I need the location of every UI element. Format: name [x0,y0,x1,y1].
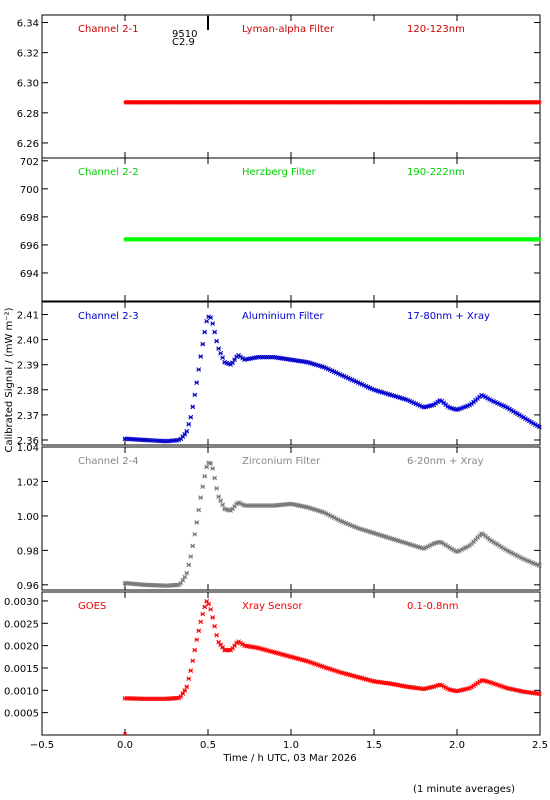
y-tick-label: 6.26 [17,139,39,150]
filter-label: Aluminium Filter [242,311,325,322]
panel-frame [41,301,541,446]
flare-region-label: 9510 [172,29,197,40]
flare-marker: 9510 C2.9 [172,16,209,48]
x-tick-label: 2.5 [532,740,548,751]
y-tick-label: 0.0020 [4,642,39,653]
footnote: (1 minute averages) [413,784,515,795]
x-tick-label: 2.0 [449,740,465,751]
y-tick-label: 0.98 [17,546,39,557]
x-tick-label: 1.5 [366,740,382,751]
y-tick-label: 2.36 [17,436,39,447]
y-tick-label: 1.00 [17,512,39,523]
panel-frame [41,14,541,159]
flare-class-label: C2.9 [172,37,195,48]
channel-label: GOES [78,601,106,612]
x-tick-label: 1.0 [283,740,299,751]
wavelength-label: 6-20nm + Xray [407,456,484,467]
y-tick-label: 6.30 [17,79,39,90]
panel-0: 6.26 6.28 6.30 6.32 6.34 Channel 2-1 Lyman-alp… [17,14,542,159]
filter-label: Zirconium Filter [242,456,321,467]
y-tick-label: 2.39 [17,361,39,372]
panel-4: 0.0005 0.0010 0.0015 0.0020 0.0025 0.0030 GOES… [4,591,542,736]
wavelength-label: 0.1-0.8nm [407,601,459,612]
x-axis-label: Time / h UTC, 03 Mar 2026 [222,753,356,764]
y-tick-label: 698 [20,213,39,224]
series-0 [123,237,542,242]
y-tick-label: 0.96 [17,581,39,592]
wavelength-label: 120-123nm [407,24,465,35]
channel-label: Channel 2-4 [78,456,139,467]
y-tick-label: 0.0030 [4,597,39,608]
y-tick-label: 0.0015 [4,664,39,675]
y-tick-label: 0.0025 [4,619,39,630]
channel-label: Channel 2-1 [78,24,139,35]
series-0 [122,599,542,702]
y-tick-label: 6.32 [17,49,39,60]
series-0 [122,314,542,444]
x-tick-label: 0.0 [117,740,133,751]
x-tick-label: −0.5 [30,740,54,751]
panel-frame [41,157,541,302]
y-axis-label: Calibrated Signal / (mW m⁻²) [4,307,15,452]
x-tick-label: 0.5 [200,740,216,751]
wavelength-label: 17-80nm + Xray [407,311,490,322]
panel-frame [41,591,541,736]
y-tick-label: 700 [20,185,39,196]
y-tick-label: 1.04 [17,443,39,454]
y-tick-label: 0.0010 [4,686,39,697]
y-tick-label: 6.34 [17,19,39,30]
y-tick-label: 2.38 [17,386,39,397]
x-axis: −0.5 0.0 0.5 1.0 1.5 2.0 2.5 [30,732,548,751]
series-0 [123,100,542,105]
y-tick-label: 2.41 [17,311,39,322]
channel-label: Channel 2-2 [78,167,139,178]
panel-frame [41,446,541,591]
panel-2: 2.36 2.37 2.38 2.39 2.40 2.41 Channel 2-3 Alumi… [17,301,542,447]
wavelength-label: 190-222nm [407,167,465,178]
y-tick-label: 694 [20,269,39,280]
y-tick-label: 1.02 [17,477,39,488]
y-tick-label: 2.40 [17,336,39,347]
series-0 [122,460,542,589]
filter-label: Herzberg Filter [242,167,317,178]
panel-3: 0.96 0.98 1.00 1.02 1.04 Channel 2-4 Zirconium… [17,443,542,592]
panel-1: 694 696 698 700 702 Channel 2-2 Herzberg Filte… [20,157,542,302]
panels: 6.26 6.28 6.30 6.32 6.34 Channel 2-1 Lyman-alp… [4,14,548,751]
y-tick-label: 0.0005 [4,709,39,720]
channel-label: Channel 2-3 [78,311,139,322]
goes-origin-point [123,732,127,735]
y-tick-label: 696 [20,241,39,252]
filter-label: Xray Sensor [242,601,303,612]
y-tick-label: 702 [20,157,39,168]
filter-label: Lyman-alpha Filter [242,24,335,35]
y-tick-label: 2.37 [17,411,39,422]
y-tick-label: 6.28 [17,109,39,120]
